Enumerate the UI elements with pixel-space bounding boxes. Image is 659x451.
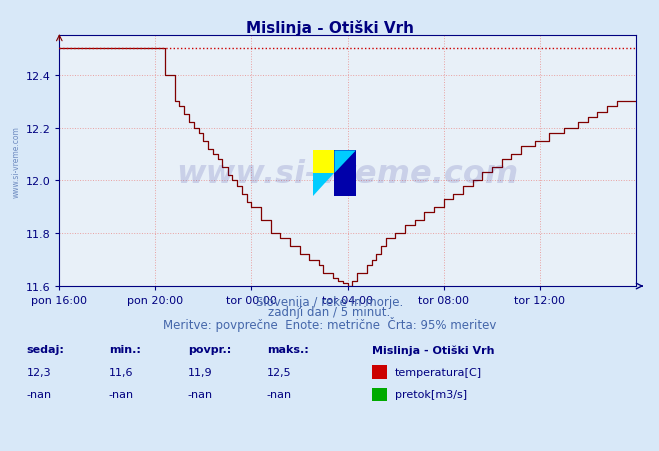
Text: 11,6: 11,6 (109, 367, 133, 377)
Text: 12,5: 12,5 (267, 367, 291, 377)
Text: povpr.:: povpr.: (188, 345, 231, 354)
Text: pretok[m3/s]: pretok[m3/s] (395, 390, 467, 400)
Text: -nan: -nan (109, 390, 134, 400)
Text: -nan: -nan (188, 390, 213, 400)
Text: 11,9: 11,9 (188, 367, 212, 377)
Text: Meritve: povprečne  Enote: metrične  Črta: 95% meritev: Meritve: povprečne Enote: metrične Črta:… (163, 316, 496, 331)
Text: zadnji dan / 5 minut.: zadnji dan / 5 minut. (268, 306, 391, 319)
Text: min.:: min.: (109, 345, 140, 354)
Text: Mislinja - Otiški Vrh: Mislinja - Otiški Vrh (372, 344, 495, 355)
Text: sedaj:: sedaj: (26, 345, 64, 354)
Polygon shape (335, 151, 356, 174)
Text: -nan: -nan (26, 390, 51, 400)
Text: maks.:: maks.: (267, 345, 308, 354)
Polygon shape (313, 151, 335, 174)
Text: Slovenija / reke in morje.: Slovenija / reke in morje. (256, 295, 403, 308)
Polygon shape (335, 151, 356, 196)
Text: 12,3: 12,3 (26, 367, 51, 377)
Text: temperatura[C]: temperatura[C] (395, 367, 482, 377)
Text: -nan: -nan (267, 390, 292, 400)
Polygon shape (313, 174, 335, 196)
Text: Mislinja - Otiški Vrh: Mislinja - Otiški Vrh (246, 20, 413, 36)
Text: www.si-vreme.com: www.si-vreme.com (177, 158, 519, 189)
Text: www.si-vreme.com: www.si-vreme.com (12, 125, 20, 197)
